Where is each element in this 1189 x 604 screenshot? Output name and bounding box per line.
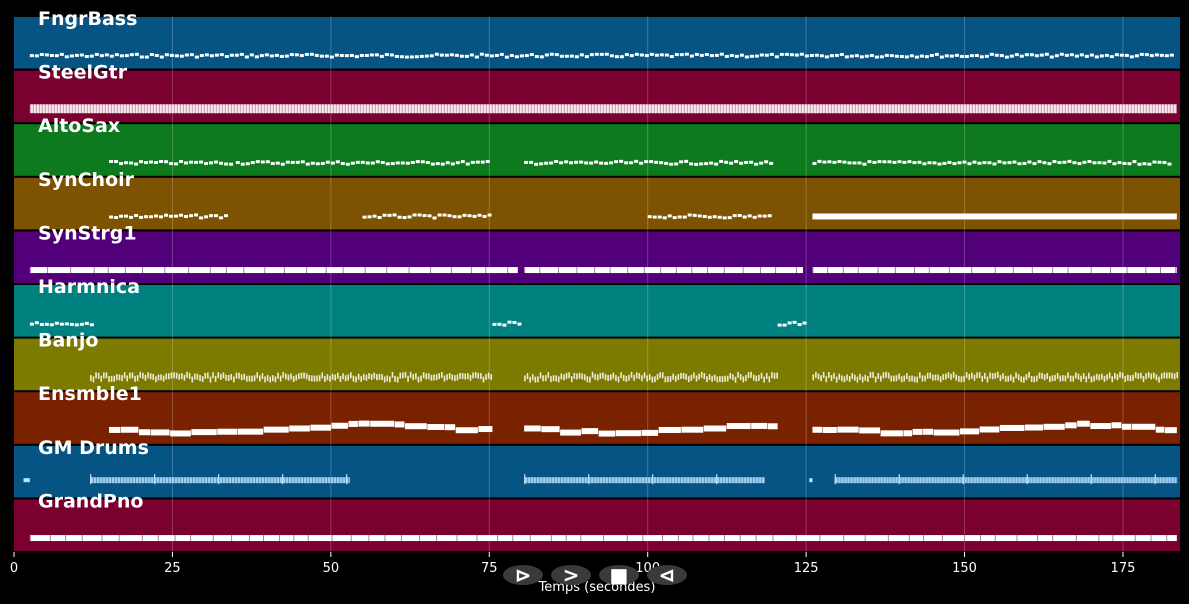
play-icon: ⊳ [515, 563, 532, 587]
note-segment-harmnica-2 [492, 320, 522, 327]
x-tick-label-50: 50 [323, 561, 340, 576]
x-tick-label-75: 75 [481, 561, 498, 576]
track-label-banjo: Banjo [38, 330, 98, 352]
note-segment-altosax-3 [524, 159, 774, 166]
rewind-button[interactable]: ⊲ [647, 563, 687, 587]
track-label-ensmble1: Ensmble1 [38, 383, 142, 405]
stop-button[interactable]: ■ [599, 563, 639, 587]
note-segment-synchoir-1 [109, 213, 229, 220]
note-segment-fngrbass-1 [29, 52, 1174, 59]
stop-icon: ■ [610, 563, 629, 587]
track-label-synstrg1: SynStrg1 [38, 222, 137, 244]
note-segment-gm-drums-5 [834, 474, 1178, 485]
x-axis-label: Temps (secondes) [538, 580, 656, 595]
note-segment-gm-drums-1 [23, 478, 30, 483]
track-band-synchoir [14, 177, 1180, 230]
note-segment-gm-drums-3 [524, 474, 766, 485]
note-segment-synchoir-3 [647, 213, 772, 220]
note-segment-banjo-1 [90, 371, 493, 383]
note-segment-harmnica-3 [777, 320, 807, 327]
track-band-harmnica [14, 285, 1180, 337]
track-label-harmnica: Harmnica [38, 276, 140, 298]
note-segment-harmnica-1 [29, 321, 94, 327]
x-tick-label-175: 175 [1111, 561, 1136, 576]
note-segment-gm-drums-4 [809, 478, 813, 483]
forward-button[interactable]: > [551, 563, 591, 587]
note-segment-steelgtr-1 [29, 103, 1177, 115]
x-tick-label-25: 25 [164, 561, 181, 576]
track-label-grandpno: GrandPno [38, 490, 143, 512]
track-band-synstrg1 [14, 231, 1180, 283]
notes-layer [23, 52, 1179, 542]
track-label-gm-drums: GM Drums [38, 437, 149, 459]
track-label-fngrbass: FngrBass [38, 8, 137, 30]
note-segment-ensmble1-3 [812, 420, 1177, 437]
forward-icon: > [563, 563, 580, 587]
note-segment-synstrg1-1 [29, 266, 518, 274]
note-segment-altosax-2 [235, 160, 490, 166]
note-segment-gm-drums-2 [90, 474, 350, 485]
x-axis: 0 25 50 75 100 125 150 175 [10, 552, 1136, 576]
note-segment-banjo-3 [812, 371, 1179, 383]
track-band-grandpno [14, 499, 1180, 551]
note-segment-ensmble1-1 [109, 420, 493, 437]
track-band-fngrbass [14, 17, 1180, 69]
x-tick-label-150: 150 [952, 561, 977, 576]
x-tick-label-125: 125 [794, 561, 819, 576]
track-band-steelgtr [14, 70, 1180, 123]
note-segment-ensmble1-2 [524, 422, 778, 437]
labels-layer: FngrBass SteelGtr AltoSax SynChoir SynStrg1 H… [38, 8, 149, 512]
note-segment-synchoir-2 [362, 213, 492, 220]
x-tick-label-0: 0 [10, 561, 18, 576]
note-segment-grandpno-1 [29, 534, 1177, 542]
track-band-ensmble1 [14, 392, 1180, 444]
track-band-gm-drums [14, 445, 1180, 498]
playback-controls: ⊳ > ■ ⊲ [503, 563, 687, 587]
track-band-altosax [14, 124, 1180, 176]
note-segment-altosax-1 [109, 159, 234, 166]
note-segment-synstrg1-3 [812, 266, 1177, 274]
track-label-altosax: AltoSax [38, 115, 120, 137]
note-segment-synchoir-4 [812, 213, 1177, 220]
track-band-banjo [14, 338, 1180, 391]
tracks-layer [14, 17, 1180, 551]
track-label-synchoir: SynChoir [38, 169, 135, 191]
track-label-steelgtr: SteelGtr [38, 62, 128, 84]
play-button[interactable]: ⊳ [503, 563, 543, 587]
note-segment-synstrg1-2 [524, 266, 803, 274]
rewind-icon: ⊲ [659, 563, 676, 587]
note-segment-banjo-2 [524, 371, 778, 383]
note-segment-altosax-4 [812, 159, 1172, 166]
